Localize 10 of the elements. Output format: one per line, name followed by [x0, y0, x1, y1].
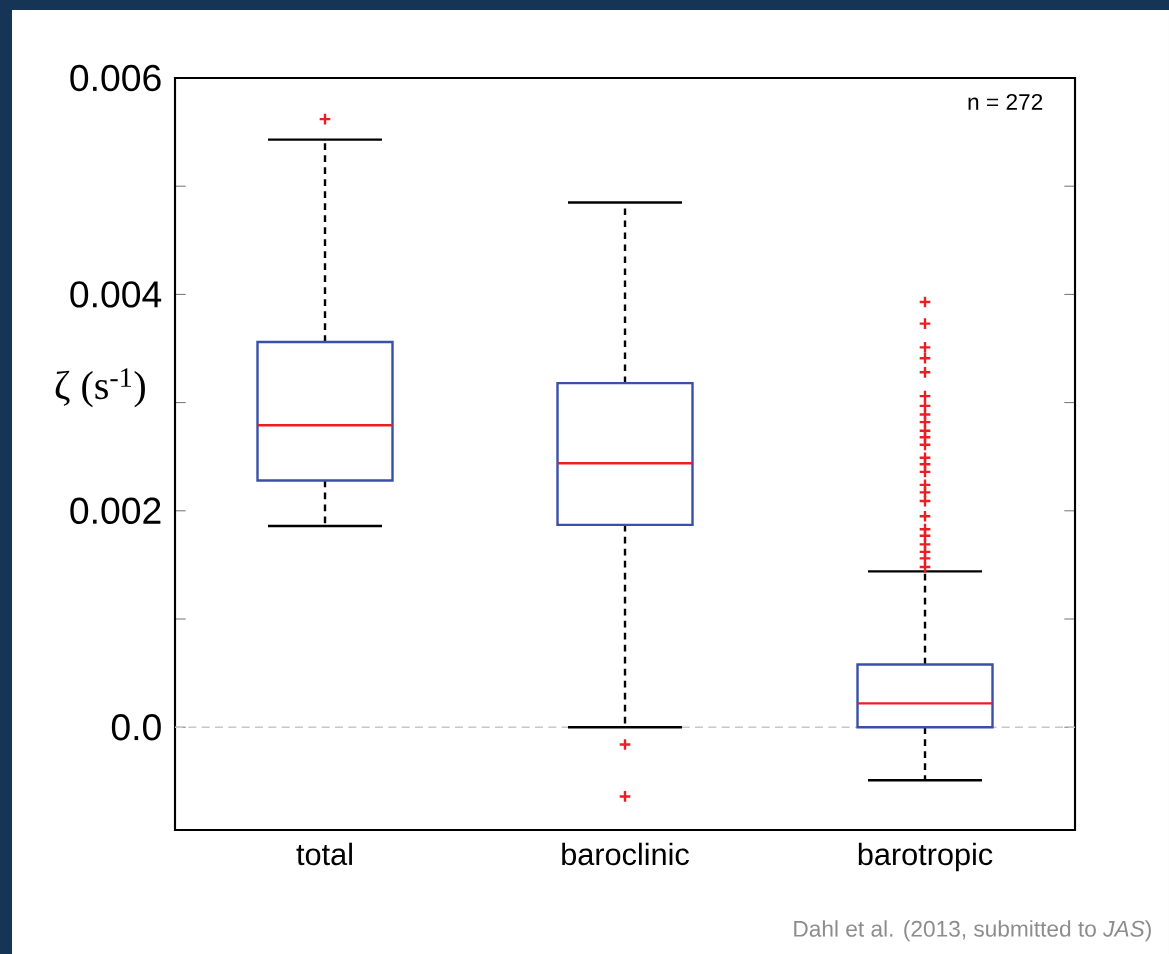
y-tick-label: 0.006: [70, 64, 161, 92]
y-tick-label: 0.0: [111, 714, 161, 741]
x-tick-label: barotropic: [858, 842, 993, 872]
x-tick-label: baroclinic: [562, 842, 689, 866]
y-tick-label: 0.004: [70, 281, 162, 308]
y-axis-title: ζ (s$^{-1}$): [55, 368, 145, 408]
y-tick-label: 0.002: [70, 497, 161, 525]
annotation: n = 272: [968, 93, 1043, 110]
x-tick-label: total: [296, 842, 352, 866]
text: Dahl et al. (2013, submitted to JAS): [794, 920, 1151, 942]
